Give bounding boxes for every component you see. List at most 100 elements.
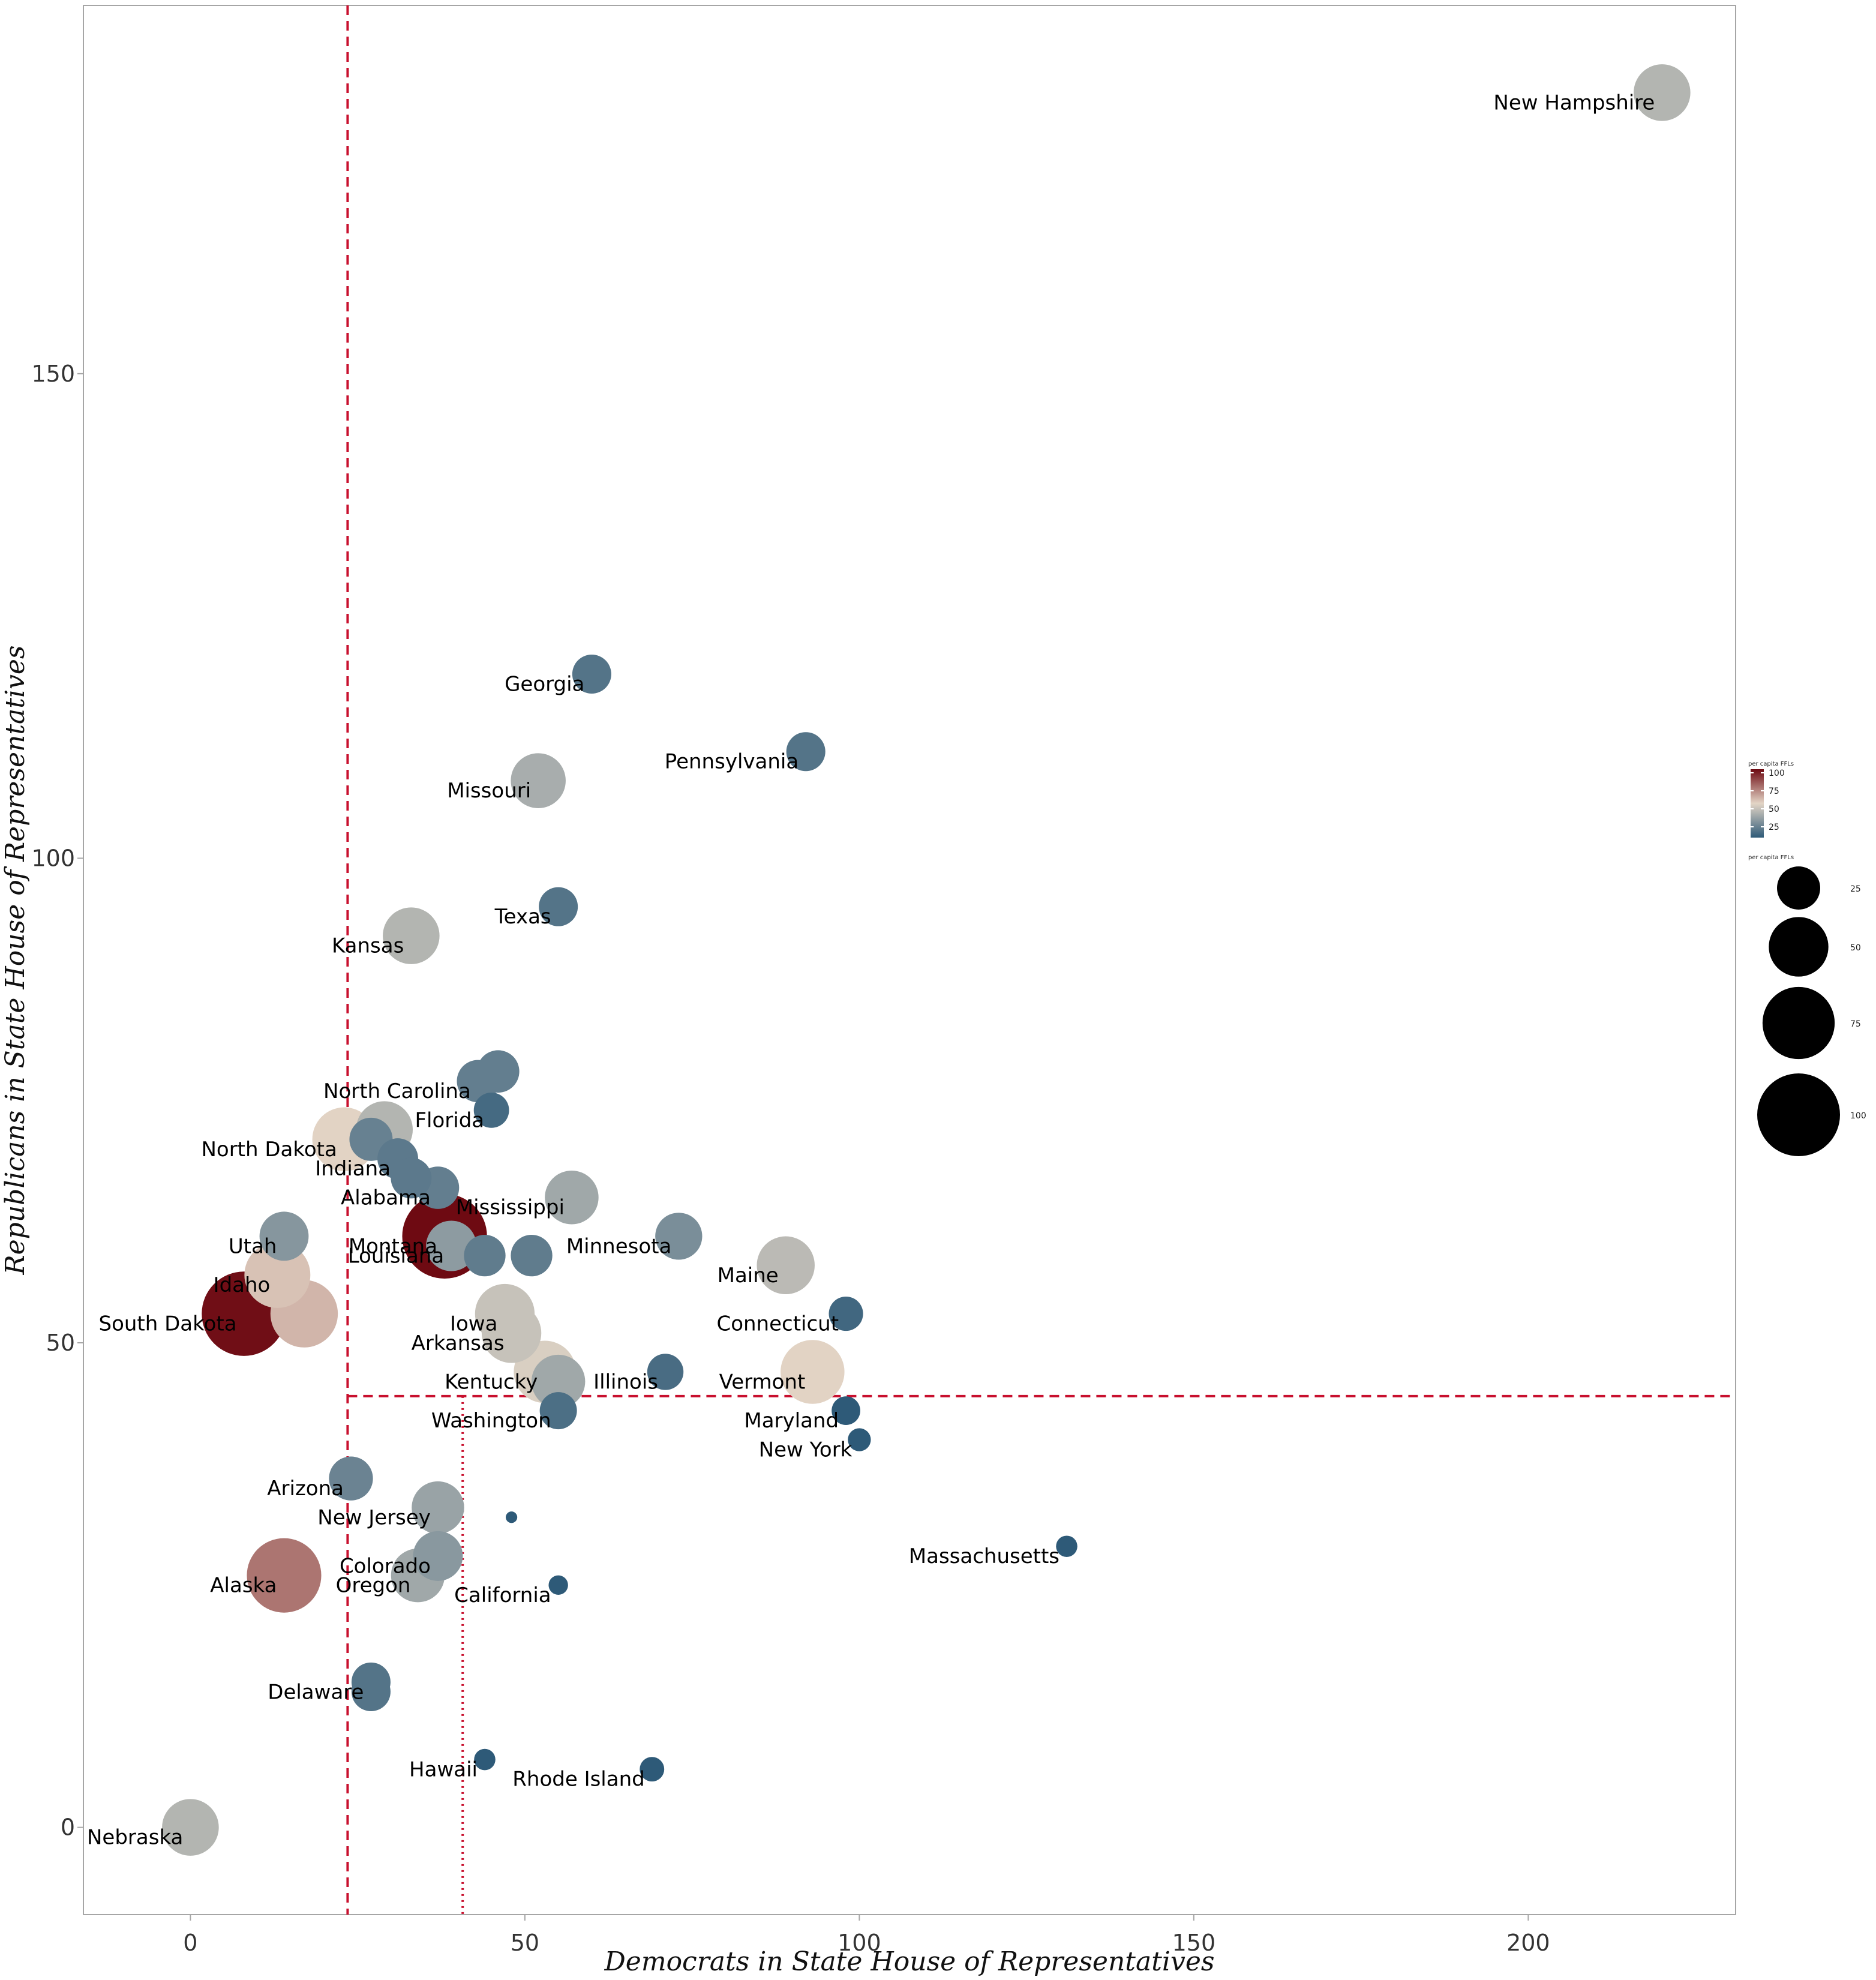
x-axis-title: Democrats in State House of Representati… (604, 1946, 1215, 1977)
colorbar-tick-label: 50 (1769, 805, 1779, 814)
point-label-mississippi: Mississippi (456, 1196, 565, 1220)
data-point-mississippi (545, 1170, 599, 1225)
point-label-texas: Texas (494, 905, 551, 929)
data-point-minnesota (655, 1213, 703, 1260)
data-point-california (548, 1575, 568, 1595)
y-axis-title: Republicans in State House of Representa… (0, 646, 31, 1276)
point-label-south-dakota: South Dakota (99, 1312, 237, 1336)
point-label-utah: Utah (229, 1234, 277, 1258)
point-label-montana: Montana (349, 1234, 437, 1258)
point-label-minnesota: Minnesota (566, 1234, 671, 1258)
x-tick-label: 0 (183, 1930, 197, 1956)
point-label-hawaii: Hawaii (409, 1758, 478, 1782)
point-label-new-hampshire: New Hampshire (1493, 91, 1655, 115)
x-tick-label: 150 (1172, 1930, 1216, 1956)
x-axis-ticks: 0 50 100 150 200 (183, 1915, 1550, 1956)
point-label-connecticut: Connecticut (716, 1312, 839, 1336)
x-tick-label: 200 (1506, 1930, 1550, 1956)
x-tick-label: 50 (511, 1930, 539, 1956)
point-label-illinois: Illinois (593, 1370, 658, 1394)
size-legend: per capita FFLs 25 50 75 100 (1748, 854, 1866, 1156)
data-point (351, 1672, 391, 1712)
point-label-nebraska: Nebraska (87, 1826, 183, 1850)
size-legend-label: 100 (1850, 1111, 1866, 1121)
point-label-kansas: Kansas (332, 934, 404, 958)
data-point-arkansas (481, 1303, 542, 1363)
data-point (476, 1050, 520, 1093)
data-point-arizona (329, 1456, 373, 1501)
point-label-kentucky: Kentucky (445, 1370, 538, 1394)
point-label-maine: Maine (718, 1264, 779, 1288)
colorbar-tick-label: 75 (1769, 787, 1779, 796)
data-point-hawaii (474, 1748, 496, 1771)
point-label-north-carolina: North Carolina (323, 1079, 471, 1103)
data-point-new-jersey (412, 1481, 464, 1534)
data-point (531, 1354, 586, 1409)
data-point-florida (473, 1092, 509, 1128)
point-label-alabama: Alabama (341, 1186, 431, 1210)
data-point-missouri (511, 753, 566, 808)
point-label-louisiana: Louisiana (348, 1244, 445, 1268)
point-label-missouri: Missouri (447, 779, 531, 803)
color-legend: per capita FFLs 25 50 75 100 (1748, 761, 1794, 838)
point-label-north-dakota: North Dakota (201, 1138, 337, 1162)
y-tick-label: 150 (31, 361, 75, 387)
size-legend-key-50 (1769, 917, 1829, 977)
data-point-pennsylvania (786, 732, 826, 772)
data-points (162, 64, 1691, 1856)
data-point-texas (539, 887, 578, 926)
point-label-idaho: Idaho (214, 1273, 271, 1297)
size-legend-key-25 (1777, 866, 1820, 910)
data-point-alaska (247, 1538, 322, 1613)
point-label-massachusetts: Massachusetts (909, 1544, 1059, 1568)
point-label-new-jersey: New Jersey (317, 1506, 431, 1530)
colorbar-tick-label: 25 (1769, 823, 1779, 832)
point-label-vermont: Vermont (719, 1370, 806, 1394)
data-point-georgia (572, 654, 611, 694)
data-point-massachusetts (1056, 1535, 1077, 1557)
data-point (464, 1234, 506, 1277)
point-label-iowa: Iowa (450, 1312, 497, 1336)
point-label-rhode-island: Rhode Island (512, 1768, 644, 1792)
point-labels: New Hampshire Georgia Pennsylvania Missouri… (87, 91, 1655, 1849)
point-label-georgia: Georgia (505, 673, 584, 697)
data-point-maine (757, 1236, 815, 1295)
point-label-colorado: Colorado (340, 1554, 431, 1578)
point-label-new-york: New York (759, 1438, 853, 1462)
size-legend-title: per capita FFLs (1748, 854, 1794, 861)
data-point (391, 1157, 432, 1199)
size-legend-label: 25 (1850, 884, 1861, 894)
data-point (505, 1511, 518, 1523)
data-point-vermont (781, 1340, 845, 1404)
data-point-colorado (413, 1531, 463, 1581)
point-label-indiana: Indiana (315, 1157, 391, 1181)
data-point-connecticut (829, 1296, 863, 1331)
point-label-delaware: Delaware (268, 1680, 364, 1704)
point-label-alaska: Alaska (210, 1574, 277, 1598)
size-legend-key-75 (1762, 986, 1835, 1060)
point-label-arkansas: Arkansas (412, 1331, 505, 1355)
y-tick-label: 0 (61, 1814, 75, 1841)
data-point-maryland (832, 1396, 860, 1425)
colorbar (1751, 769, 1764, 838)
data-point-nebraska (162, 1799, 219, 1856)
data-point-rhode-island (640, 1757, 665, 1782)
color-legend-title: per capita FFLs (1748, 761, 1794, 767)
data-point-louisiana (426, 1220, 477, 1271)
colorbar-tick-label: 100 (1769, 769, 1785, 778)
point-label-pennsylvania: Pennsylvania (665, 750, 799, 774)
data-point-washington (539, 1392, 577, 1430)
point-label-florida: Florida (415, 1108, 484, 1132)
data-point-illinois (647, 1354, 684, 1390)
reference-lines (346, 5, 1736, 1915)
point-label-oregon: Oregon (336, 1574, 411, 1598)
point-label-arizona: Arizona (267, 1477, 344, 1501)
size-legend-label: 75 (1850, 1019, 1861, 1029)
data-point-new-york (848, 1428, 871, 1451)
point-label-maryland: Maryland (744, 1409, 839, 1433)
data-point-utah (259, 1211, 309, 1261)
data-point (511, 1234, 553, 1277)
size-legend-label: 50 (1850, 943, 1861, 953)
point-label-california: California (454, 1583, 551, 1607)
